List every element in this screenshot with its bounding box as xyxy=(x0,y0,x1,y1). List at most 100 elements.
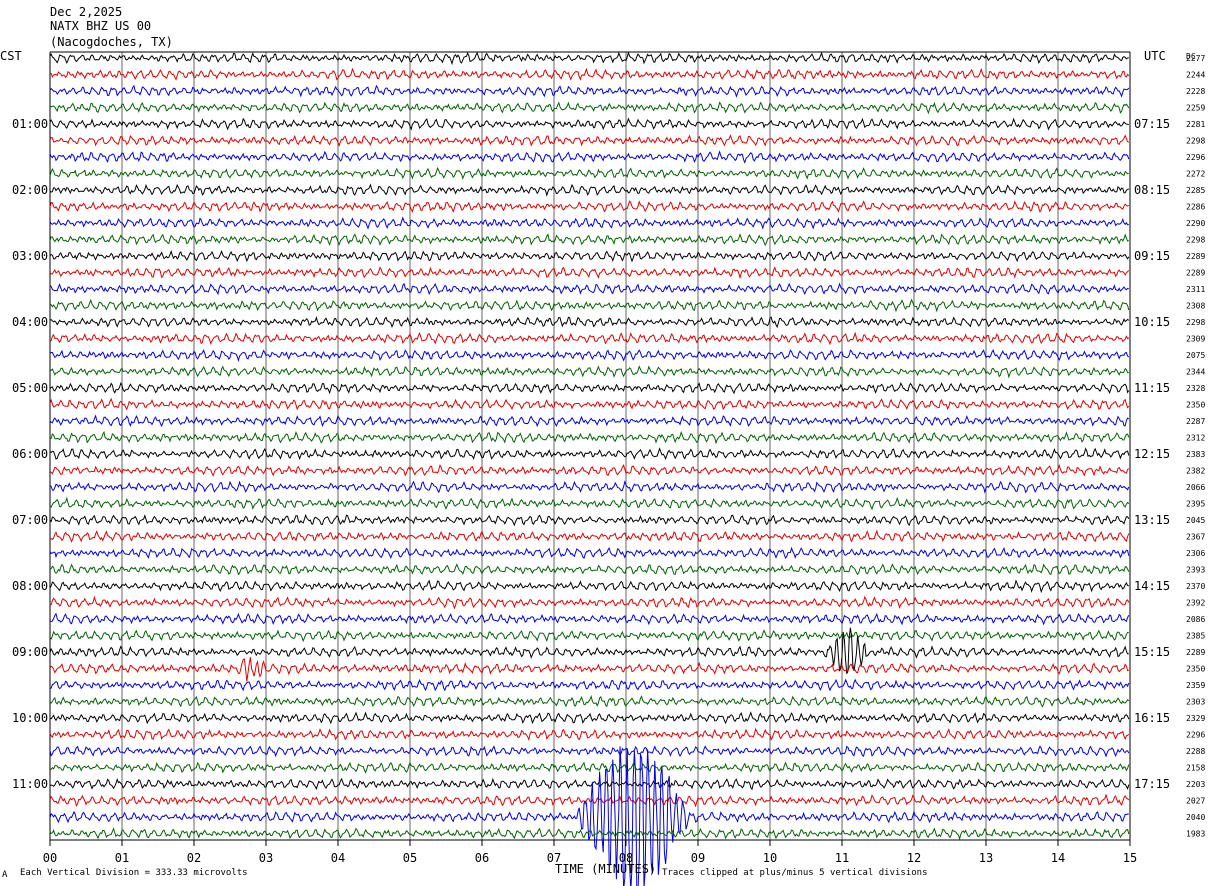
dc-offset-value: 2281 xyxy=(1186,120,1205,129)
dc-offset-value: 2045 xyxy=(1186,516,1205,525)
dc-label: DC xyxy=(1186,52,1196,61)
dc-offset-value: 2382 xyxy=(1186,467,1205,476)
dc-offset-value: 2308 xyxy=(1186,302,1205,311)
trace-group xyxy=(49,51,1130,886)
dc-offset-value: 2259 xyxy=(1186,104,1205,113)
cst-hour-label: 02:00 xyxy=(12,183,48,197)
dc-offset-value: 2040 xyxy=(1186,813,1205,822)
seismic-trace xyxy=(49,134,1130,147)
seismic-trace xyxy=(49,150,1130,164)
cst-hour-label: 09:00 xyxy=(12,645,48,659)
dc-offset-value: 2298 xyxy=(1186,137,1205,146)
seismic-trace xyxy=(49,579,1129,594)
cst-hour-label: 10:00 xyxy=(12,711,48,725)
seismic-trace xyxy=(49,496,1130,511)
seismic-trace xyxy=(49,627,1129,674)
seismic-trace xyxy=(49,67,1130,81)
x-tick-label: 14 xyxy=(1051,851,1065,865)
dc-offset-value: 2287 xyxy=(1186,417,1205,426)
corner-mark: A xyxy=(2,870,8,880)
seismic-trace xyxy=(49,414,1130,428)
x-tick-label: 05 xyxy=(403,851,417,865)
dc-offset-value: 2350 xyxy=(1186,665,1205,674)
dc-offset-value: 2385 xyxy=(1186,632,1205,641)
clip-note: Traces clipped at plus/minus 5 vertical … xyxy=(662,868,928,878)
x-tick-label: 03 xyxy=(259,851,273,865)
seismic-trace xyxy=(49,365,1129,379)
x-tick-label: 00 xyxy=(43,851,57,865)
seismic-trace xyxy=(49,266,1130,280)
seismic-trace xyxy=(49,216,1129,230)
seismic-trace xyxy=(49,546,1130,560)
seismic-trace xyxy=(49,629,1129,643)
minute-grid xyxy=(49,51,1131,841)
seismic-trace xyxy=(49,745,1130,758)
seismic-trace xyxy=(49,233,1129,247)
seismic-trace xyxy=(49,711,1130,725)
dc-offset-value: 2393 xyxy=(1186,566,1205,575)
dc-offset-value: 2359 xyxy=(1186,681,1205,690)
dc-offset-value: 2350 xyxy=(1186,401,1205,410)
dc-offset-value: 2285 xyxy=(1186,186,1205,195)
x-tick-label: 13 xyxy=(979,851,993,865)
dc-offset-value: 2277 xyxy=(1186,54,1205,63)
seismic-trace xyxy=(49,761,1130,774)
seismic-trace xyxy=(49,827,1130,841)
dc-offset-value: 2027 xyxy=(1186,797,1205,806)
seismic-trace xyxy=(49,463,1130,477)
x-tick-label: 07 xyxy=(547,851,561,865)
utc-hour-label: 16:15 xyxy=(1134,711,1170,725)
dc-offset-value: 2383 xyxy=(1186,450,1205,459)
seismic-trace xyxy=(49,694,1130,708)
x-tick-label: 12 xyxy=(907,851,921,865)
utc-hour-label: 11:15 xyxy=(1134,381,1170,395)
seismic-trace xyxy=(49,513,1130,527)
seismic-trace xyxy=(49,249,1130,263)
dc-offset-value: 2298 xyxy=(1186,236,1205,245)
dc-offset-value: 2158 xyxy=(1186,764,1205,773)
cst-hour-label: 07:00 xyxy=(12,513,48,527)
dc-offset-value: 2392 xyxy=(1186,599,1205,608)
seismic-trace xyxy=(49,397,1130,411)
seismic-trace xyxy=(49,282,1129,296)
seismic-trace xyxy=(49,793,1130,808)
dc-offset-value: 2311 xyxy=(1186,285,1205,294)
dc-offset-value: 2329 xyxy=(1186,714,1205,723)
utc-hour-label: 14:15 xyxy=(1134,579,1170,593)
dc-offset-value: 2286 xyxy=(1186,203,1205,212)
dc-offset-value: 2328 xyxy=(1186,384,1205,393)
seismic-trace xyxy=(49,101,1130,115)
x-tick-label: 04 xyxy=(331,851,345,865)
dc-offset-value: 2228 xyxy=(1186,87,1205,96)
dc-offset-column: 2277 2244 2228 2259 2281 2298 2296 2272 2285 2286… xyxy=(1186,54,1205,839)
seismic-trace xyxy=(49,84,1130,98)
seismic-trace xyxy=(49,612,1130,626)
left-zone-label: CST xyxy=(0,49,22,63)
seismic-trace xyxy=(49,166,1129,180)
x-tick-label: 15 xyxy=(1123,851,1137,865)
x-axis: 00 01 02 03 04 05 06 07 08 09 10 11 12 13 14 15 xyxy=(43,840,1137,865)
cst-hour-label: 04:00 xyxy=(12,315,48,329)
cst-hour-label: 11:00 xyxy=(12,777,48,791)
seismic-trace xyxy=(49,657,1130,682)
dc-offset-value: 1983 xyxy=(1186,830,1205,839)
dc-offset-value: 2289 xyxy=(1186,269,1205,278)
seismic-trace xyxy=(49,331,1130,346)
utc-hour-label: 13:15 xyxy=(1134,513,1170,527)
dc-offset-value: 2344 xyxy=(1186,368,1205,377)
seismic-trace xyxy=(49,529,1130,543)
seismic-trace xyxy=(49,117,1129,131)
seismic-trace xyxy=(49,678,1130,692)
dc-offset-value: 2086 xyxy=(1186,615,1205,624)
cst-hour-label: 08:00 xyxy=(12,579,48,593)
x-tick-label: 11 xyxy=(835,851,849,865)
cst-hour-label: 03:00 xyxy=(12,249,48,263)
seismic-trace xyxy=(49,200,1130,213)
seismic-trace xyxy=(49,381,1130,395)
dc-offset-value: 2303 xyxy=(1186,698,1205,707)
right-zone-label: UTC xyxy=(1144,49,1166,63)
x-tick-label: 08 xyxy=(619,851,633,865)
utc-hour-label: 15:15 xyxy=(1134,645,1170,659)
dc-offset-value: 2312 xyxy=(1186,434,1205,443)
seismic-trace xyxy=(49,447,1130,461)
